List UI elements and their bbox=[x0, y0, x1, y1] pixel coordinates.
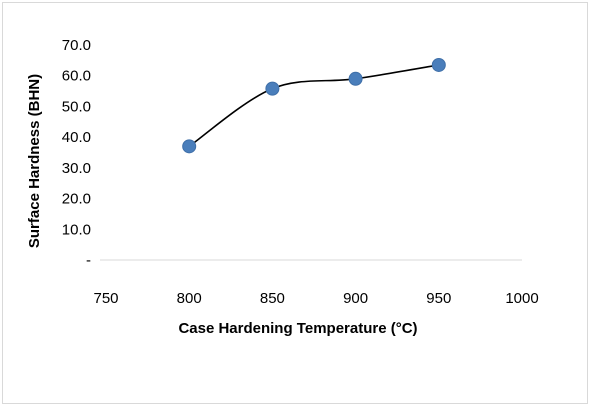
x-tick-label: 1000 bbox=[505, 290, 538, 307]
x-tick-label: 850 bbox=[260, 290, 285, 307]
y-tick-label: 50.0 bbox=[62, 98, 91, 115]
y-axis-title: Surface Hardness (BHN) bbox=[26, 74, 43, 248]
x-tick-label: 750 bbox=[93, 290, 118, 307]
smooth-trendline bbox=[188, 64, 439, 148]
y-tick-label: 30.0 bbox=[62, 160, 91, 177]
y-tick-label: 20.0 bbox=[62, 191, 91, 208]
data-point bbox=[182, 139, 197, 154]
y-tick-label: - bbox=[86, 252, 91, 269]
x-tick-label: 800 bbox=[177, 290, 202, 307]
y-tick-label: 10.0 bbox=[62, 221, 91, 238]
y-tick-label: 40.0 bbox=[62, 129, 91, 146]
chart-frame: - 10.0 20.0 30.0 40.0 50.0 60.0 70.0 750 800 850 9… bbox=[2, 2, 588, 404]
data-point bbox=[265, 81, 280, 96]
x-tick-label: 950 bbox=[426, 290, 451, 307]
data-point bbox=[348, 71, 363, 86]
x-axis-ticks: 750 800 850 900 950 1000 bbox=[93, 290, 538, 307]
x-axis-title: Case Hardening Temperature (°C) bbox=[178, 320, 417, 337]
y-tick-label: 70.0 bbox=[62, 37, 91, 54]
y-axis-ticks: - 10.0 20.0 30.0 40.0 50.0 60.0 70.0 bbox=[62, 37, 91, 269]
data-points bbox=[182, 57, 446, 154]
scatter-chart: - 10.0 20.0 30.0 40.0 50.0 60.0 70.0 750 800 850 9… bbox=[26, 37, 539, 337]
y-tick-label: 60.0 bbox=[62, 68, 91, 85]
x-tick-label: 900 bbox=[343, 290, 368, 307]
data-point bbox=[431, 57, 446, 72]
